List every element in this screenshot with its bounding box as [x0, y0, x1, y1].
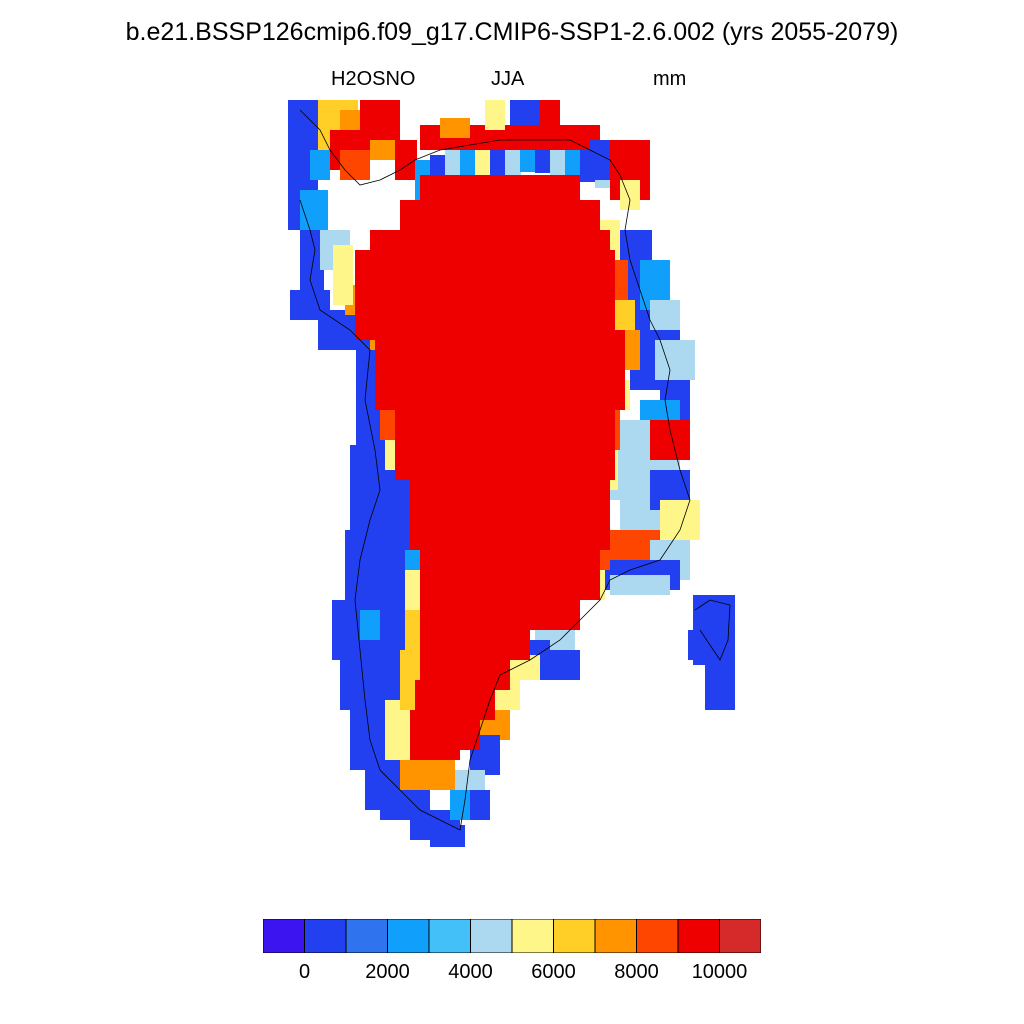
- map-cell: [688, 630, 708, 660]
- colorbar-tick-label: 10000: [691, 961, 748, 983]
- colorbar-swatch: [719, 919, 761, 953]
- coastline: [299, 109, 691, 831]
- colorbar-swatch: [636, 919, 679, 953]
- map-cell: [333, 245, 353, 305]
- map-cell: [395, 400, 615, 480]
- map-cell: [620, 180, 640, 210]
- colorbar-swatch: [553, 919, 596, 953]
- map-cell: [660, 500, 700, 540]
- units-label: mm: [653, 68, 687, 90]
- map-cell: [540, 650, 580, 680]
- map-cell: [430, 825, 465, 847]
- map-cell: [360, 100, 400, 140]
- island-coastline: [694, 599, 731, 661]
- variable-label: H2OSNO: [331, 68, 416, 90]
- map-cell: [540, 100, 560, 125]
- map-cell: [300, 190, 328, 230]
- map-cell: [355, 250, 615, 340]
- map-cell: [340, 150, 370, 180]
- map-cell: [610, 575, 670, 595]
- colorbar-swatch: [345, 919, 388, 953]
- season-label: JJA: [491, 68, 525, 90]
- map-cell: [485, 100, 505, 130]
- colorbar-tick-label: 0: [298, 961, 311, 983]
- plot-title: b.e21.BSSP126cmip6.f09_g17.CMIP6-SSP1-2.…: [125, 18, 899, 46]
- colorbar-swatch: [677, 919, 720, 953]
- map-cell: [410, 470, 610, 550]
- map-cell: [615, 300, 635, 330]
- colorbar-swatch: [428, 919, 471, 953]
- map-cell: [375, 330, 625, 410]
- map-cell: [400, 758, 455, 790]
- colorbar-swatch: [387, 919, 430, 953]
- map-cell: [655, 340, 695, 380]
- map-cell: [470, 790, 490, 820]
- colorbar: [263, 919, 761, 953]
- colorbar-tick-label: 4000: [448, 961, 493, 983]
- colorbar-swatch: [594, 919, 637, 953]
- map-cell: [310, 150, 330, 180]
- colorbar-swatch: [263, 919, 305, 953]
- colorbar-swatch: [470, 919, 513, 953]
- colorbar-tick-label: 8000: [614, 961, 659, 983]
- map-cell: [650, 420, 690, 460]
- colorbar-tick-label: 2000: [365, 961, 410, 983]
- map-cell: [440, 118, 470, 138]
- map-cell: [360, 610, 380, 640]
- map-cell: [410, 740, 460, 760]
- map-cell: [705, 660, 735, 710]
- colorbar-swatch: [304, 919, 347, 953]
- colorbar-swatch: [511, 919, 554, 953]
- map-cell: [395, 140, 417, 180]
- colorbar-tick-label: 6000: [531, 961, 576, 983]
